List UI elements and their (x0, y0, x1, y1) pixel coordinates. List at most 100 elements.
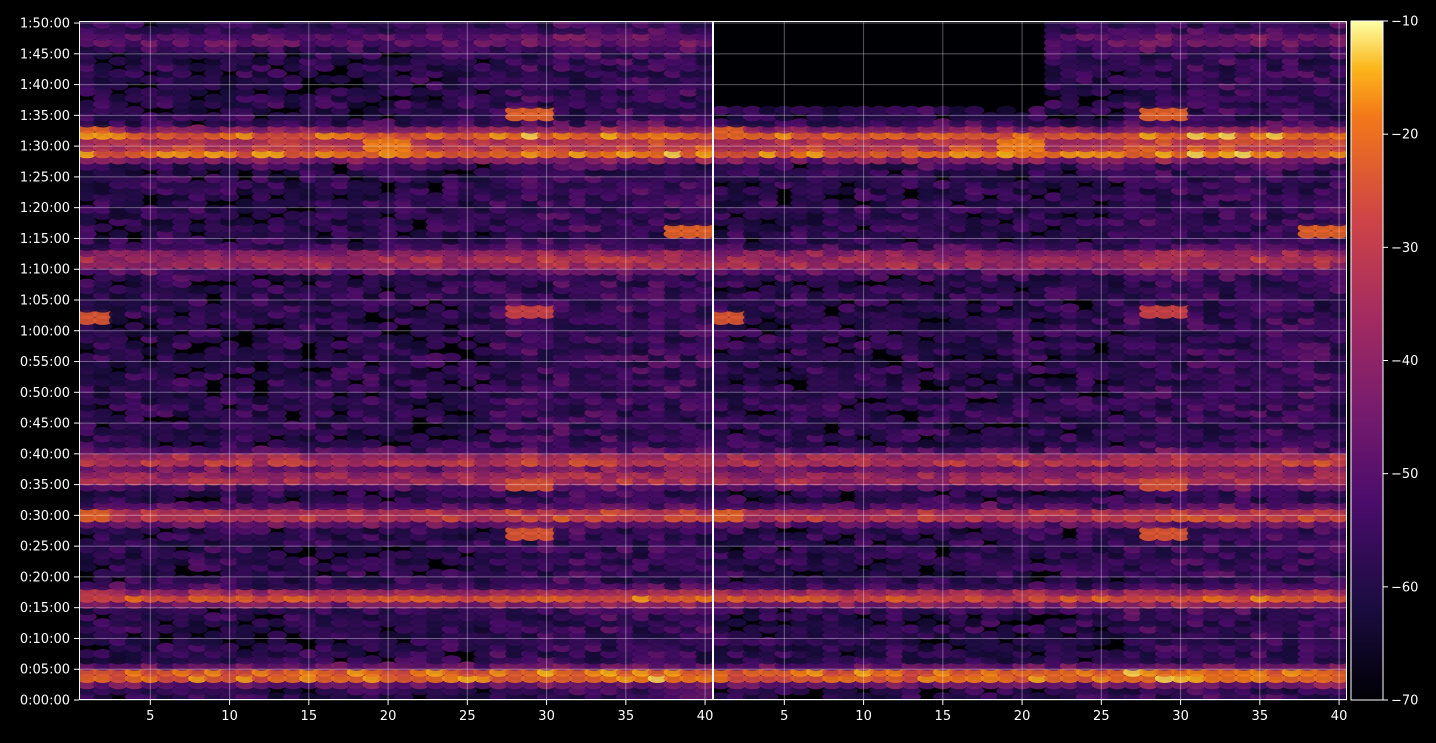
heatmap-cell (330, 173, 351, 183)
heatmap-cell (299, 210, 319, 220)
heatmap-cell (124, 636, 145, 647)
heatmap-cell (362, 365, 383, 375)
heatmap-cell (108, 284, 129, 295)
heatmap-cell (267, 173, 287, 183)
heatmap-cell (267, 439, 287, 449)
heatmap-cell (203, 93, 224, 103)
heatmap-cell (93, 235, 113, 245)
heatmap-cell (188, 501, 208, 511)
heatmap-cell (203, 303, 224, 313)
heatmap-cell (235, 180, 256, 190)
heatmap-cell (93, 618, 113, 628)
heatmap-cell (314, 87, 335, 97)
heatmap-cell (124, 340, 145, 350)
heatmap-cell (251, 618, 272, 628)
heatmap-cell (267, 284, 287, 295)
heatmap-cell (108, 581, 129, 591)
heatmap-cell (394, 445, 414, 455)
heatmap-cell (203, 21, 224, 29)
heatmap-cell (378, 217, 398, 227)
heatmap-cell (219, 408, 240, 418)
heatmap-cell (251, 371, 272, 381)
heatmap-cell (140, 359, 161, 369)
heatmap-cell (156, 420, 176, 430)
heatmap-panel-2 (713, 21, 1347, 700)
heatmap-cell (330, 21, 351, 29)
heatmap-cell (267, 328, 287, 338)
heatmap-cell (346, 278, 367, 288)
heatmap-cell (93, 21, 113, 29)
heatmap-cell (267, 217, 287, 227)
heatmap-cell (188, 235, 208, 245)
heatmap-cell (362, 494, 383, 504)
heatmap-cell (108, 414, 129, 424)
heatmap-cell (346, 21, 367, 29)
heatmap-cell (235, 198, 256, 208)
heatmap-cell (156, 112, 176, 122)
heatmap-cell (299, 649, 319, 659)
heatmap-cell (188, 180, 208, 190)
heatmap-cell (299, 359, 319, 369)
heatmap-cell (140, 420, 161, 430)
heatmap-cell (93, 223, 113, 233)
heatmap-cell (362, 556, 383, 566)
heatmap-cell (79, 352, 97, 362)
heatmap-cell (425, 426, 446, 437)
heatmap-cell (267, 630, 287, 640)
heatmap-cell (108, 328, 129, 338)
heatmap-cell (378, 99, 398, 109)
heatmap-cell (394, 99, 414, 109)
heatmap-cell (172, 420, 192, 430)
heatmap-cell (362, 105, 383, 116)
heatmap-cell (330, 75, 351, 85)
heatmap-cell (410, 309, 430, 319)
heatmap-cell (299, 371, 319, 381)
heatmap-cell (410, 340, 430, 350)
heatmap-cell (93, 426, 113, 437)
heatmap-cell (219, 284, 240, 295)
heatmap-cell (425, 21, 446, 29)
heatmap-cell (251, 223, 272, 233)
heatmap-cell (188, 284, 208, 295)
heatmap-cell (410, 229, 430, 239)
heatmap-cell (790, 284, 810, 295)
heatmap-cell (425, 192, 446, 202)
heatmap-cell (108, 21, 129, 29)
heatmap-cell (378, 321, 398, 332)
heatmap-cell (378, 661, 398, 671)
heatmap-cell (362, 396, 383, 406)
heatmap-cell (235, 377, 256, 387)
heatmap-cell (219, 204, 240, 214)
heatmap-cell (441, 365, 462, 375)
heatmap-cell (251, 642, 272, 653)
heatmap-cell (188, 62, 208, 72)
heatmap-cell (441, 309, 462, 319)
heatmap-cell (93, 408, 113, 418)
heatmap-cell (124, 241, 145, 251)
heatmap-cell (394, 334, 414, 344)
heatmap-cell (378, 118, 398, 128)
heatmap-cell (283, 180, 303, 190)
heatmap-cell (219, 642, 240, 653)
heatmap-cell (251, 396, 272, 406)
heatmap-cell (172, 334, 192, 344)
heatmap-cell (299, 93, 319, 103)
heatmap-cell (330, 87, 351, 97)
heatmap-cell (346, 180, 367, 190)
heatmap-cell (172, 21, 192, 29)
heatmap-cell (203, 396, 224, 406)
heatmap-cell (79, 204, 97, 214)
heatmap-cell (441, 328, 462, 338)
heatmap-cell (425, 99, 446, 109)
heatmap-cell (394, 21, 414, 29)
heatmap-cell (203, 346, 224, 356)
heatmap-cell (330, 198, 351, 208)
heatmap-cell (172, 550, 192, 560)
heatmap-cell (219, 340, 240, 350)
heatmap-cell (140, 112, 161, 122)
heatmap-cell (346, 241, 367, 251)
heatmap-cell (441, 173, 462, 183)
heatmap-cell (837, 198, 858, 208)
heatmap-cell (108, 56, 129, 66)
